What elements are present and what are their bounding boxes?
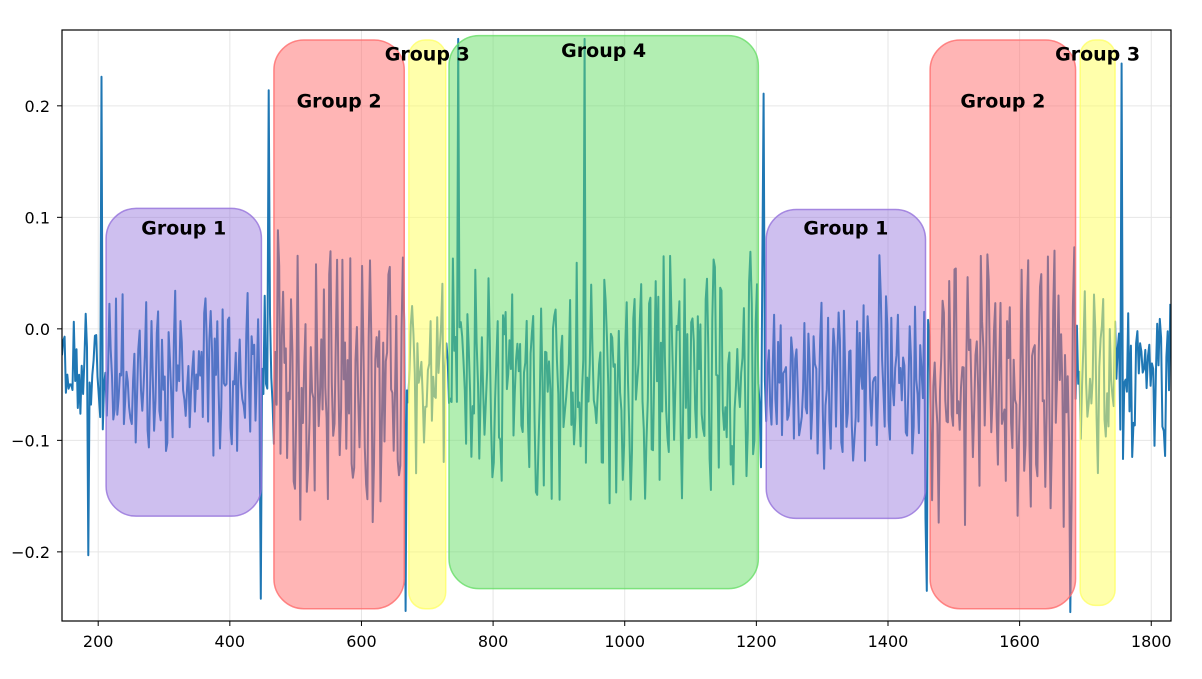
y-tick-label: 0.0 <box>25 320 50 339</box>
y-tick-label: −0.1 <box>11 431 50 450</box>
group-label: Group 4 <box>561 40 646 62</box>
group-region <box>273 39 405 610</box>
y-tick-label: 0.1 <box>25 208 50 227</box>
x-tick-label: 400 <box>215 632 246 651</box>
y-tick-label: −0.2 <box>11 543 50 562</box>
x-tick-label: 1200 <box>736 632 777 651</box>
group-label: Group 3 <box>385 43 470 65</box>
y-tick-label: 0.2 <box>25 97 50 116</box>
group-label: Group 3 <box>1055 43 1140 65</box>
x-tick-label: 1000 <box>604 632 645 651</box>
x-tick-label: 1400 <box>868 632 909 651</box>
group-region <box>448 34 760 590</box>
group-region <box>765 208 927 520</box>
group-labels: Group 1 Group 2 Group 3 Group 4 Group 1 Group… <box>141 40 1140 239</box>
x-tick-label: 600 <box>346 632 377 651</box>
group-label: Group 2 <box>960 90 1045 112</box>
axis-ticks: 200 400 600 800 1000 1200 1400 1600 1800 0.2 0.1 0.… <box>11 97 1171 651</box>
group-label: Group 1 <box>803 217 888 239</box>
group-region <box>1079 39 1116 607</box>
group-label: Group 1 <box>141 217 226 239</box>
group-region <box>929 39 1077 610</box>
group-label: Group 2 <box>297 90 382 112</box>
x-tick-label: 200 <box>83 632 114 651</box>
x-tick-label: 800 <box>478 632 509 651</box>
group-region <box>408 39 447 610</box>
x-tick-label: 1800 <box>1131 632 1172 651</box>
group-regions <box>105 34 1116 610</box>
group-region <box>105 207 263 517</box>
plot-frame <box>61 29 1172 622</box>
x-tick-label: 1600 <box>999 632 1040 651</box>
